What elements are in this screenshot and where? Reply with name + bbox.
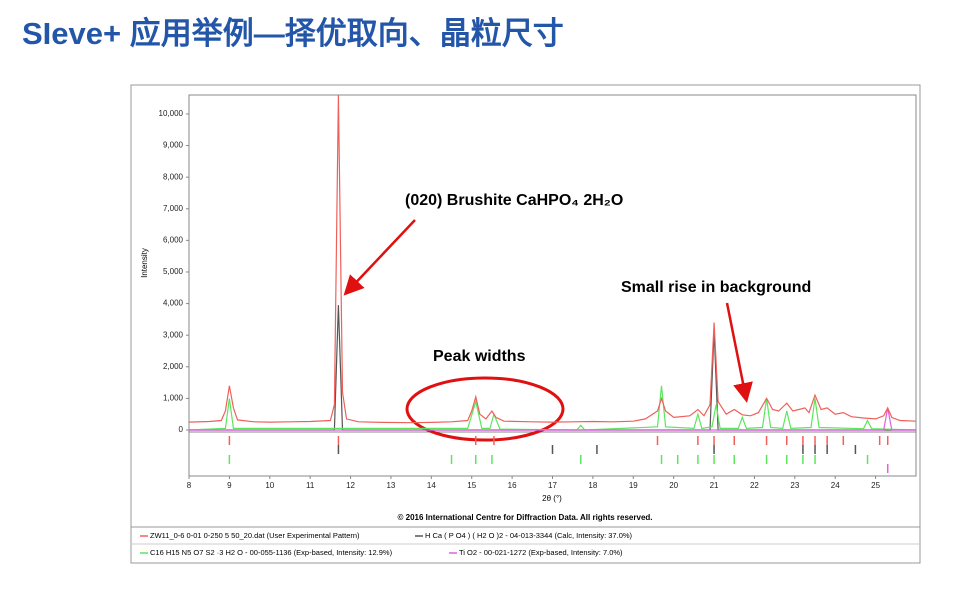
x-tick-label: 22 <box>750 481 759 490</box>
x-tick-label: 20 <box>669 481 678 490</box>
legend-label: C16 H15 N5 O7 S2 ·3 H2 O - 00-055-1136 (… <box>150 548 393 557</box>
y-tick-label: 1,000 <box>163 394 184 403</box>
series-line <box>188 94 917 424</box>
y-tick-label: 3,000 <box>163 330 184 339</box>
x-tick-label: 15 <box>467 481 476 490</box>
legend-label: H Ca ( P O4 ) ( H2 O )2 - 04-013-3344 (C… <box>425 531 633 540</box>
annotation: (020) Brushite CaHPO₄ 2H₂O <box>405 192 623 209</box>
y-tick-label: 10,000 <box>159 109 184 118</box>
x-tick-label: 24 <box>831 481 840 490</box>
y-axis-label: Intensity <box>140 248 149 278</box>
series-line <box>188 385 917 431</box>
y-tick-label: 5,000 <box>163 267 184 276</box>
x-tick-label: 10 <box>265 481 274 490</box>
y-tick-label: 0 <box>179 425 184 434</box>
x-tick-label: 12 <box>346 481 355 490</box>
x-tick-label: 14 <box>427 481 436 490</box>
y-tick-label: 2,000 <box>163 362 184 371</box>
highlight-ellipse <box>405 376 565 442</box>
annotation: Peak widths <box>433 348 526 365</box>
y-tick-label: 9,000 <box>163 141 184 150</box>
legend-label: Ti O2 - 00-021-1272 (Exp-based, Intensit… <box>459 548 623 557</box>
x-tick-label: 13 <box>386 481 395 490</box>
x-tick-label: 21 <box>710 481 719 490</box>
y-tick-label: 8,000 <box>163 172 184 181</box>
x-tick-label: 8 <box>187 481 192 490</box>
annotation: Small rise in background <box>621 279 811 296</box>
slide-title: SIeve+ 应用举例—择优取向、晶粒尺寸 <box>22 16 564 51</box>
x-tick-label: 18 <box>588 481 597 490</box>
x-tick-label: 17 <box>548 481 557 490</box>
legend-label: ZW11_0-6 0-01 0-250 5 50_20.dat (User Ex… <box>150 531 360 540</box>
y-tick-label: 6,000 <box>163 235 184 244</box>
y-tick-label: 7,000 <box>163 204 184 213</box>
arrow <box>343 219 416 296</box>
x-tick-label: 23 <box>790 481 799 490</box>
x-tick-label: 11 <box>306 481 315 490</box>
y-tick-label: 4,000 <box>163 299 184 308</box>
x-tick-label: 25 <box>871 481 880 490</box>
copyright: © 2016 International Centre for Diffract… <box>398 513 653 522</box>
chart-frame <box>130 84 921 564</box>
x-axis-label: 2θ (°) <box>542 494 562 503</box>
arrow <box>725 302 753 403</box>
x-tick-label: 19 <box>629 481 638 490</box>
x-tick-label: 9 <box>227 481 232 490</box>
x-tick-label: 16 <box>508 481 517 490</box>
